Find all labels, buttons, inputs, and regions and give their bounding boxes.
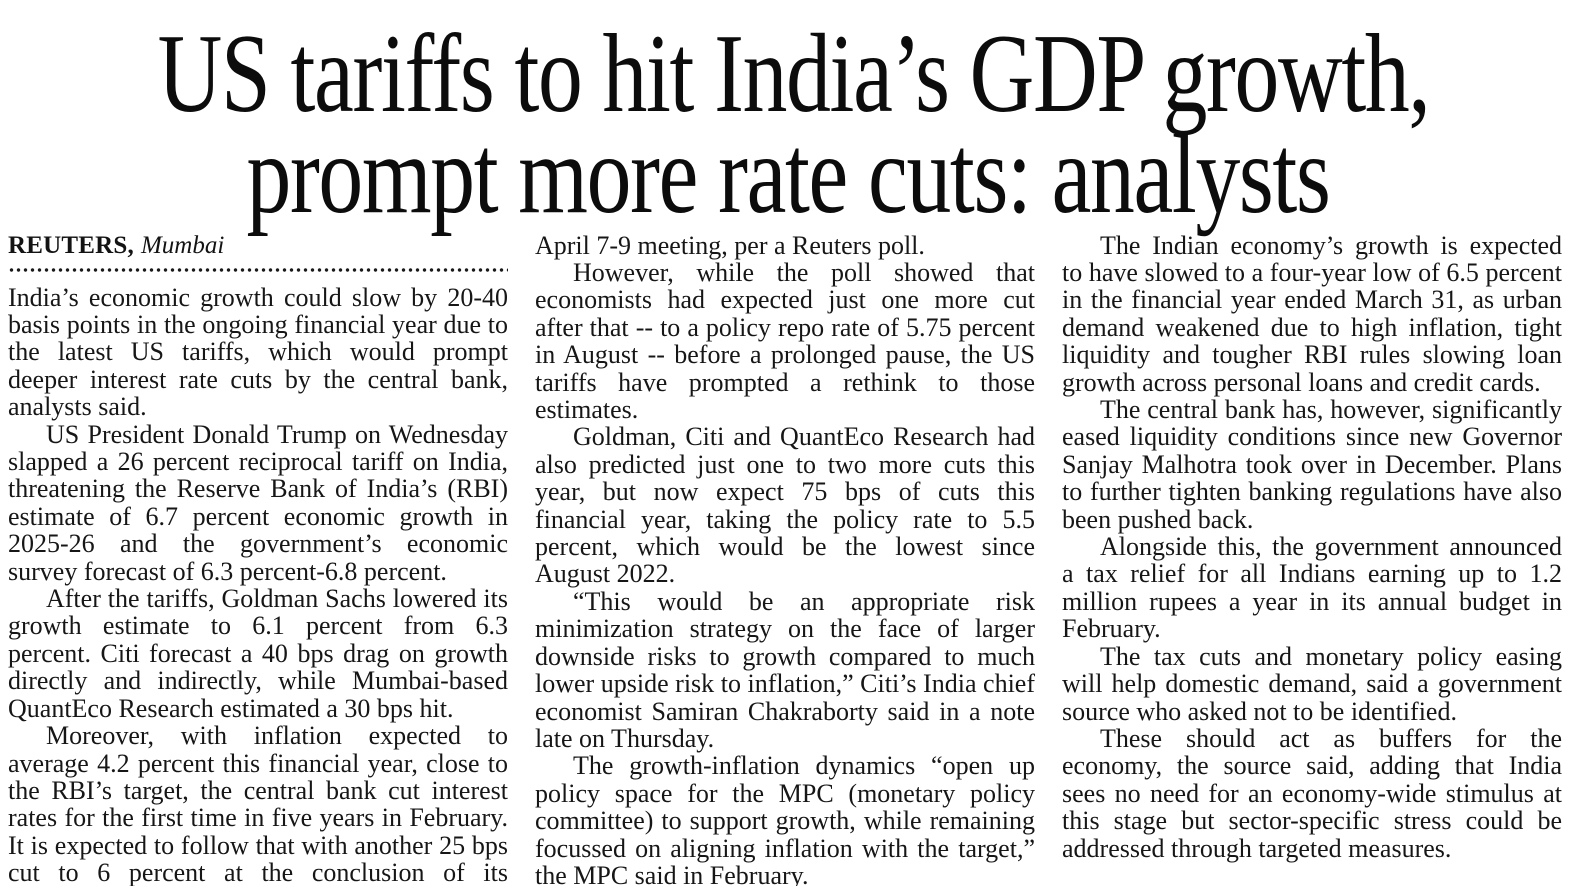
article-body: REUTERS, Mumbai India’s economic growth c…	[0, 230, 1576, 886]
paragraph: Alongside this, the government announced…	[1062, 532, 1562, 644]
headline-line-2: prompt more rate cuts: analysts	[246, 112, 1330, 237]
paragraph: These should act as buffers for the econ…	[1062, 723, 1562, 863]
paragraph: The Indian economy’s growth is expected …	[1062, 230, 1562, 397]
paragraph: However, while the poll showed that econ…	[535, 258, 1035, 425]
paragraph: “This would be an appropriate risk minim…	[535, 586, 1035, 753]
headline-line-1: US tariffs to hit India’s GDP growth,	[157, 12, 1431, 136]
byline-divider	[8, 267, 508, 272]
column-2: April 7-9 meeting, per a Reuters poll. H…	[535, 230, 1035, 886]
headline: US tariffs to hit India’s GDP growth, pr…	[157, 12, 1431, 237]
column-1: REUTERS, Mumbai India’s economic growth c…	[8, 232, 508, 886]
paragraph: India’s economic growth could slow by 20…	[8, 282, 508, 422]
paragraph: After the tariffs, Goldman Sachs lowered…	[8, 584, 508, 723]
paragraph: US President Donald Trump on Wednesday s…	[8, 419, 508, 586]
paragraph: April 7-9 meeting, per a Reuters poll.	[535, 230, 925, 260]
paragraph: The growth-inflation dynamics “open up p…	[535, 751, 1035, 886]
byline-location: Mumbai	[140, 231, 225, 259]
byline: REUTERS, Mumbai	[8, 232, 508, 260]
column-3: The Indian economy’s growth is expected …	[1062, 230, 1562, 863]
paragraph: Goldman, Citi and QuantEco Research had …	[535, 422, 1035, 589]
paragraph: The tax cuts and monetary policy easing …	[1062, 641, 1562, 726]
byline-agency: REUTERS,	[8, 231, 134, 259]
paragraph: Moreover, with inflation expected to ave…	[8, 721, 508, 886]
paragraph: The central bank has, however, significa…	[1062, 395, 1562, 534]
